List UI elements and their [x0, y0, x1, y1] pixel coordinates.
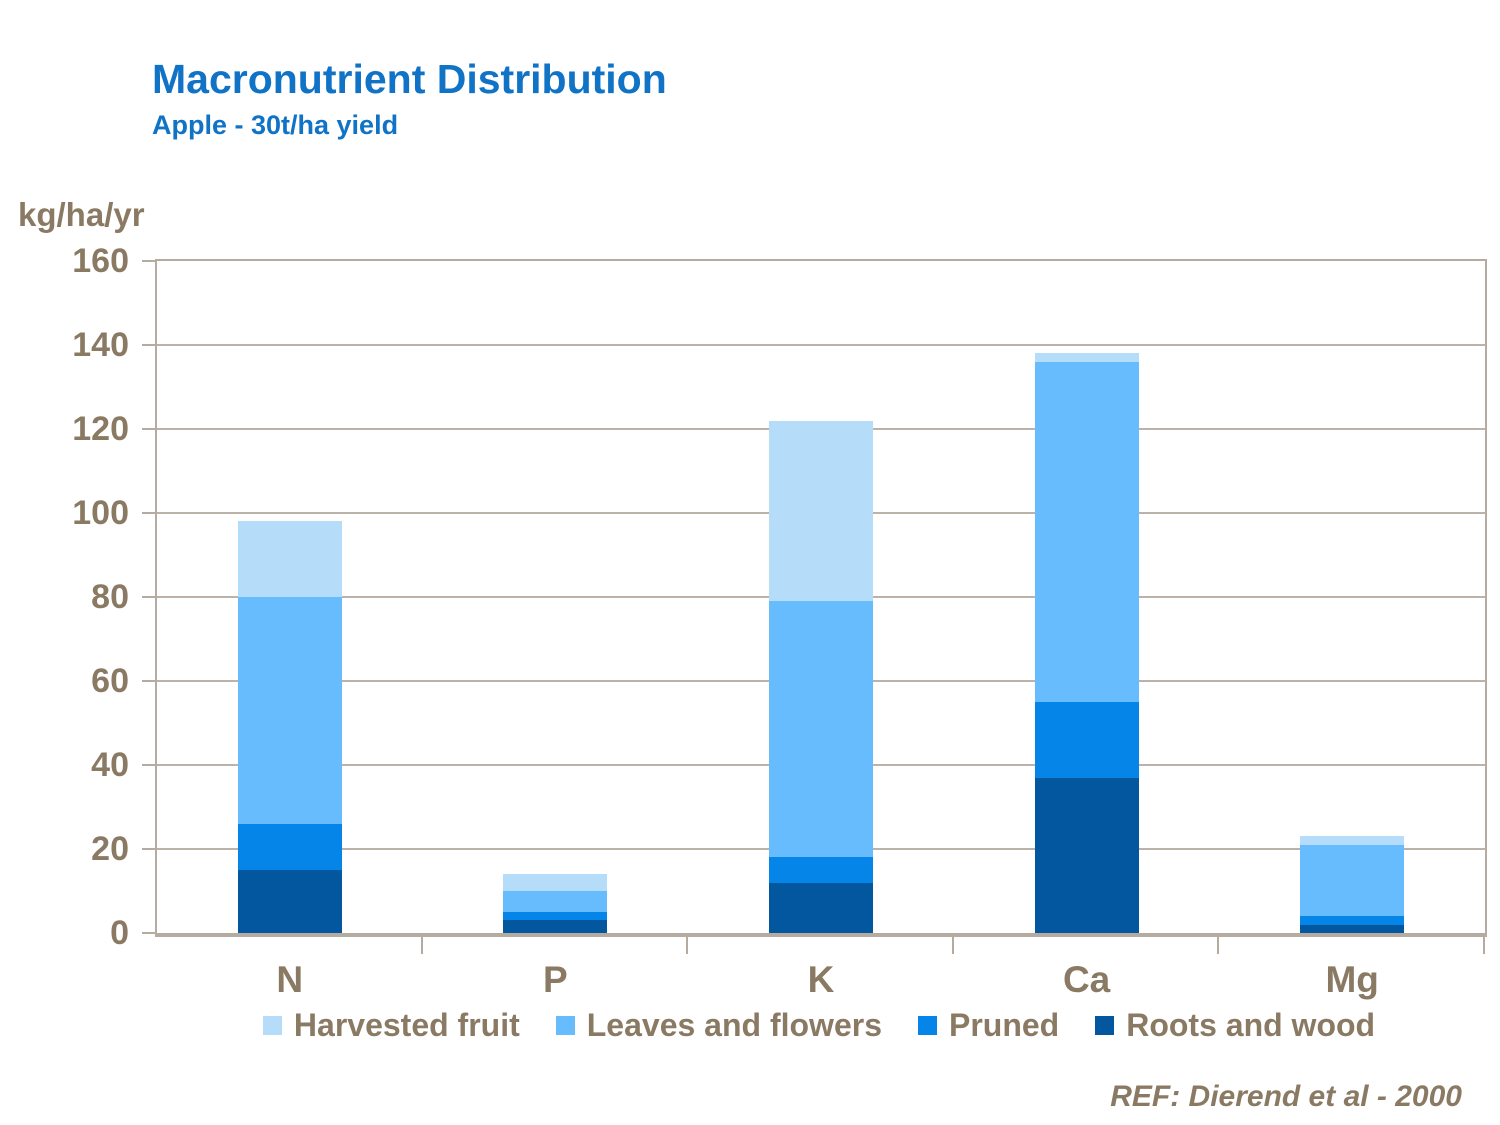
x-tick-mark-1: [420, 937, 423, 954]
bar-P-roots-and-wood: [503, 920, 608, 933]
bar-P-harvested-fruit: [503, 874, 608, 891]
bar-Mg-pruned: [1300, 916, 1405, 925]
y-tick-label-140: 140: [72, 326, 129, 364]
bar-Mg-roots-and-wood: [1300, 924, 1405, 933]
y-tick-label-160: 160: [72, 242, 129, 280]
chart-subtitle: Apple - 30t/ha yield: [152, 110, 399, 140]
legend-item-leaves-and-flowers: Leaves and flowers: [555, 1007, 882, 1043]
bar-K-pruned: [769, 857, 873, 883]
bar-P-leaves-and-flowers: [503, 891, 608, 912]
legend-swatch-harvested-fruit: [262, 1016, 282, 1036]
reference-citation: REF: Dierend et al - 2000: [1110, 1080, 1462, 1113]
x-category-label-p: P: [543, 959, 568, 1000]
chart-title: Macronutrient Distribution: [152, 56, 667, 102]
y-tick-mark-20: [142, 848, 157, 850]
bar-Mg-leaves-and-flowers: [1300, 844, 1405, 917]
y-tick-mark-120: [142, 428, 157, 430]
legend-item-roots-and-wood: Roots and wood: [1095, 1007, 1376, 1043]
bar-P-pruned: [503, 912, 608, 921]
bar-N-pruned: [237, 823, 342, 870]
legend-swatch-pruned: [917, 1016, 937, 1036]
bar-N-harvested-fruit: [237, 521, 342, 597]
y-tick-label-80: 80: [91, 578, 129, 616]
legend-label-roots-and-wood: Roots and wood: [1126, 1007, 1376, 1043]
x-category-label-n: N: [276, 959, 304, 1000]
y-tick-mark-140: [142, 344, 157, 346]
y-axis-unit-label: kg/ha/yr: [18, 196, 145, 233]
y-tick-label-60: 60: [91, 662, 129, 700]
x-tick-mark-5: [1483, 937, 1485, 954]
bar-K-roots-and-wood: [769, 882, 873, 933]
legend: Harvested fruit Leaves and flowers Pruned R…: [155, 1007, 1483, 1043]
x-category-label-mg: Mg: [1325, 959, 1379, 1000]
y-tick-mark-0: [142, 932, 157, 934]
legend-label-leaves-and-flowers: Leaves and flowers: [586, 1007, 882, 1043]
legend-item-pruned: Pruned: [917, 1007, 1060, 1043]
legend-item-harvested-fruit: Harvested fruit: [262, 1007, 520, 1043]
bar-Ca-pruned: [1034, 702, 1139, 778]
x-tick-mark-4: [1217, 937, 1220, 954]
legend-swatch-roots-and-wood: [1095, 1016, 1115, 1036]
bar-K-leaves-and-flowers: [769, 601, 873, 858]
bar-Ca-roots-and-wood: [1034, 777, 1139, 933]
bar-Mg-harvested-fruit: [1300, 836, 1405, 845]
legend-label-harvested-fruit: Harvested fruit: [293, 1007, 520, 1043]
plot-area: 0 20 40 60 80 100 120 140 160 N P K Ca Mg: [72, 244, 1487, 1000]
y-tick-mark-100: [142, 512, 157, 514]
x-category-label-ca: Ca: [1062, 959, 1111, 1000]
bar-Ca-harvested-fruit: [1034, 353, 1139, 362]
x-tick-mark-3: [951, 937, 954, 954]
legend-swatch-leaves-and-flowers: [555, 1016, 575, 1036]
y-tick-mark-80: [142, 596, 157, 598]
x-category-label-k: K: [807, 959, 835, 1000]
y-tick-label-120: 120: [72, 410, 129, 448]
y-tick-label-40: 40: [91, 746, 129, 784]
bar-K-harvested-fruit: [769, 420, 873, 602]
y-tick-mark-160: [142, 260, 157, 262]
x-tick-mark-2: [686, 937, 689, 954]
bar-N-leaves-and-flowers: [237, 597, 342, 824]
y-tick-mark-40: [142, 764, 157, 766]
bar-Ca-leaves-and-flowers: [1034, 361, 1139, 702]
y-tick-mark-60: [142, 680, 157, 682]
y-tick-label-20: 20: [91, 830, 129, 868]
y-tick-label-0: 0: [110, 914, 129, 952]
bar-N-roots-and-wood: [237, 870, 342, 933]
y-tick-label-100: 100: [72, 494, 129, 532]
legend-label-pruned: Pruned: [948, 1007, 1060, 1043]
gridline-140: [157, 344, 1485, 346]
